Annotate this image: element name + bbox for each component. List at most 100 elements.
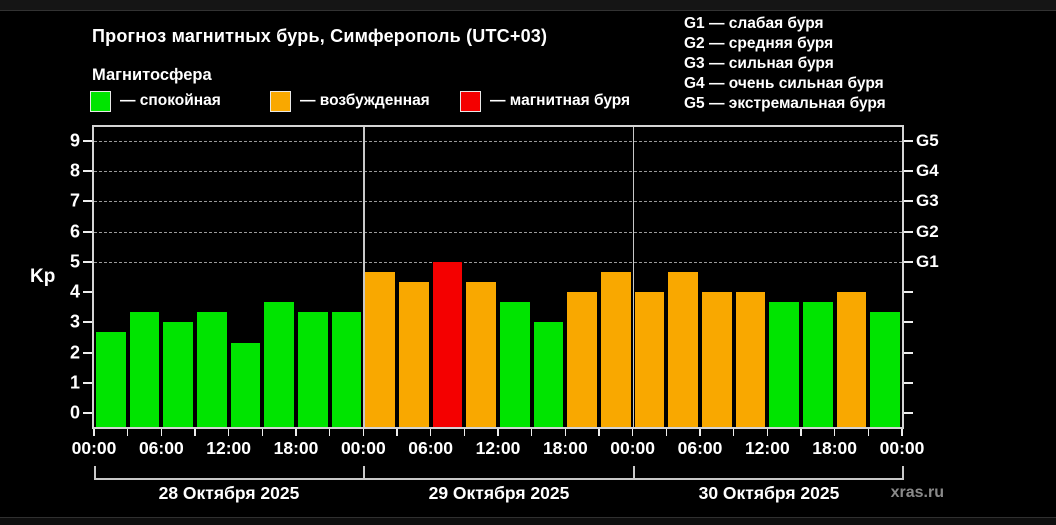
legend-label-storm: — магнитная буря: [490, 92, 631, 109]
kp-bar: [432, 261, 463, 427]
x-axis-tick: [732, 429, 735, 436]
gridline-kp9: [94, 140, 902, 142]
chart-subtitle: Магнитосфера: [92, 66, 212, 84]
kp-bar: [96, 332, 126, 427]
date-label-day3: 30 Октября 2025: [698, 483, 840, 503]
x-axis-tick: [227, 429, 230, 436]
y-axis-tick-right: [904, 139, 913, 142]
kp-bar: [735, 292, 766, 427]
legend-item-storm: — магнитная буря: [460, 90, 630, 112]
y-axis-tick-right: [904, 169, 913, 172]
window-top-strip: [0, 0, 1056, 11]
x-axis-label: 18:00: [273, 438, 319, 458]
g-scale-legend-g4: G4 — очень сильная буря: [684, 75, 884, 92]
date-bracket-tick: [94, 466, 96, 478]
x-axis-tick: [564, 429, 567, 436]
y-axis-tick-right: [904, 321, 913, 324]
kp-bar: [466, 282, 496, 427]
x-axis-tick: [497, 429, 499, 436]
window-bottom-strip: [0, 518, 1056, 525]
x-axis-label: 06:00: [677, 438, 723, 458]
x-axis-tick: [699, 429, 701, 436]
day-separator-line: [632, 127, 635, 427]
x-axis-tick: [362, 429, 365, 436]
date-label-day2: 29 Октября 2025: [428, 483, 570, 503]
gridline-kp5: [94, 261, 902, 263]
kp-bar-chart-plot-area: 0 1 2 3 4 5 6 7 8 9 G1 G2 G3 G4 G5 00:00 06:00 12:00 18:00…: [70, 125, 939, 458]
y-axis-tick-right: [904, 291, 913, 294]
y-axis-label-4: 4: [69, 281, 80, 302]
kp-bar: [567, 292, 597, 427]
g-scale-legend-g5: G5 — экстремальная буря: [684, 95, 886, 112]
g-axis-label-g3: G3: [916, 191, 939, 211]
window-bottom-line: [0, 517, 1056, 518]
kp-bar: [197, 312, 227, 427]
g-axis-label-g5: G5: [916, 130, 939, 150]
g-axis-label-g4: G4: [916, 160, 939, 180]
kp-bar: [836, 292, 867, 427]
y-axis-label-3: 3: [69, 311, 80, 332]
x-axis-tick: [867, 429, 870, 436]
x-axis-label: 06:00: [138, 438, 184, 458]
y-axis-label-9: 9: [69, 130, 80, 151]
kp-bar: [264, 302, 294, 427]
y-axis-tick: [83, 169, 92, 172]
x-axis-tick: [126, 429, 129, 436]
date-label-day1: 28 Октября 2025: [158, 483, 300, 503]
active-color-swatch-icon: [270, 90, 291, 112]
xras-watermark: xras.ru: [890, 484, 944, 501]
y-axis-tick-right: [904, 351, 913, 354]
kp-bar: [702, 292, 732, 427]
x-axis-label: 18:00: [812, 438, 858, 458]
x-axis-tick: [194, 429, 196, 436]
x-axis-label: 00:00: [879, 438, 925, 458]
date-bracket-tick: [902, 466, 904, 478]
x-axis-tick: [598, 429, 600, 436]
g-axis-label-g2: G2: [916, 221, 939, 241]
x-axis-tick: [901, 429, 903, 436]
x-axis-tick: [160, 429, 163, 436]
x-axis-tick: [530, 429, 533, 436]
x-axis-label: 06:00: [408, 438, 454, 458]
x-axis-tick: [631, 429, 634, 436]
date-bracket-tick: [633, 466, 635, 478]
y-axis-tick-right: [904, 382, 913, 385]
y-axis-tick: [83, 291, 92, 294]
y-axis-label-8: 8: [69, 160, 80, 181]
kp-bar: [634, 292, 665, 427]
y-axis-label-2: 2: [69, 342, 80, 363]
legend-item-active: — возбужденная: [270, 90, 430, 112]
kp-bar: [399, 282, 429, 427]
kp-bar: [298, 312, 328, 427]
chart-title: Прогноз магнитных бурь, Симферополь (UTC…: [92, 26, 548, 46]
y-axis-label-6: 6: [69, 221, 80, 242]
x-axis-tick: [328, 429, 331, 436]
kp-bar: [163, 322, 193, 427]
legend-label-quiet: — спокойная: [120, 92, 221, 109]
kp-bar: [230, 342, 261, 427]
x-axis-tick: [463, 429, 466, 436]
y-axis-label-7: 7: [69, 190, 80, 211]
x-axis-label: 00:00: [71, 438, 117, 458]
x-axis-label: 00:00: [610, 438, 656, 458]
kp-bar: [331, 312, 362, 427]
kp-bar: [769, 302, 799, 427]
quiet-color-swatch-icon: [90, 90, 111, 112]
date-bracket-tick: [363, 466, 365, 478]
y-axis-tick: [83, 200, 92, 203]
kp-bar: [129, 312, 160, 427]
date-bracket-line: [94, 478, 904, 480]
g-scale-legend-g3: G3 — сильная буря: [684, 55, 834, 72]
gridline-kp6: [94, 231, 902, 233]
y-axis-tick: [83, 321, 92, 324]
x-axis-label: 18:00: [542, 438, 588, 458]
y-axis-tick-right: [904, 412, 913, 415]
x-axis-label: 12:00: [475, 438, 521, 458]
y-axis-label-5: 5: [69, 251, 80, 272]
kp-bar: [870, 312, 900, 427]
kp-bar: [601, 271, 631, 427]
x-axis-tick: [295, 429, 297, 436]
g-axis-label-g1: G1: [916, 251, 939, 271]
g-scale-legend-g2: G2 — средняя буря: [684, 35, 834, 52]
x-axis-tick: [396, 429, 398, 436]
